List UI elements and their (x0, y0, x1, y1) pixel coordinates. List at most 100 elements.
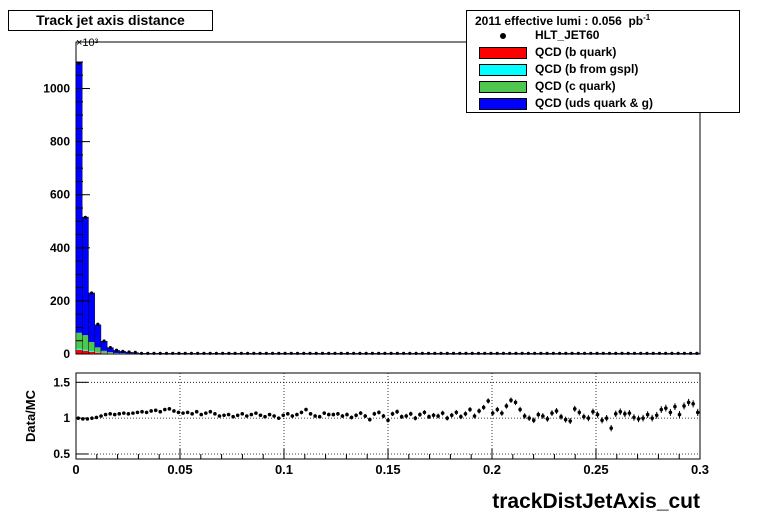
ratio-point-112 (587, 416, 591, 420)
x-tick-label-3: 0.15 (375, 462, 400, 477)
data-point-81 (583, 352, 586, 355)
bar-c-1 (82, 335, 88, 350)
data-point-50 (390, 352, 393, 355)
b-quark-swatch-icon (479, 47, 527, 59)
data-point-44 (352, 352, 355, 355)
data-point-27 (246, 352, 249, 355)
data-point-41 (333, 352, 336, 355)
top-y-tick-label-4: 800 (50, 135, 70, 149)
data-point-71 (521, 352, 524, 355)
data-point-91 (645, 352, 648, 355)
ratio-point-108 (568, 419, 572, 423)
ratio-point-69 (391, 412, 395, 416)
ratio-point-107 (564, 418, 568, 422)
bar-c-4 (101, 351, 107, 353)
data-point-78 (564, 352, 567, 355)
bar-uds-0 (76, 62, 82, 333)
ratio-point-93 (500, 411, 504, 415)
ratio-point-10 (122, 411, 126, 415)
ratio-point-101 (537, 413, 541, 417)
ratio-point-122 (632, 416, 636, 420)
data-point-73 (533, 352, 536, 355)
ratio-point-45 (281, 413, 285, 417)
ratio-point-25 (190, 412, 194, 416)
data-point-77 (558, 352, 561, 355)
data-point-21 (209, 352, 212, 355)
ratio-point-103 (546, 417, 550, 421)
ratio-point-136 (696, 411, 700, 415)
ratio-point-39 (254, 411, 258, 415)
data-point-14 (165, 352, 168, 355)
ratio-y-tick-label-1: 1 (63, 411, 70, 425)
bar-bgspl-3 (95, 352, 101, 353)
ratio-point-16 (149, 409, 153, 413)
legend-label-uds: QCD (uds quark & g) (535, 96, 653, 110)
ratio-point-77 (427, 415, 431, 419)
x-tick-label-0: 0 (72, 462, 79, 477)
data-point-75 (546, 352, 549, 355)
ratio-point-111 (582, 415, 586, 419)
bar-b-0 (76, 350, 82, 354)
data-point-64 (477, 352, 480, 355)
ratio-point-92 (496, 408, 500, 412)
ratio-point-36 (240, 412, 244, 416)
data-point-99 (695, 352, 698, 355)
legend-label-data: HLT_JET60 (535, 28, 599, 42)
ratio-point-113 (591, 410, 595, 414)
data-point-57 (433, 352, 436, 355)
bar-uds-2 (88, 293, 94, 342)
ratio-point-3 (90, 416, 94, 420)
ratio-point-30 (213, 412, 217, 416)
top-y-multiplier: ×10³ (76, 37, 99, 49)
data-point-65 (483, 352, 486, 355)
data-point-66 (489, 352, 492, 355)
ratio-point-99 (527, 416, 531, 420)
ratio-point-106 (559, 415, 563, 419)
legend-label-c: QCD (c quark) (535, 79, 616, 93)
ratio-point-41 (263, 415, 267, 419)
ratio-point-121 (628, 411, 632, 415)
bar-bgspl-0 (76, 349, 82, 350)
bar-uds-4 (101, 341, 107, 351)
ratio-point-43 (272, 414, 276, 418)
data-point-16 (177, 352, 180, 355)
ratio-point-89 (482, 406, 486, 410)
data-point-43 (346, 352, 349, 355)
ratio-point-71 (400, 415, 404, 419)
bar-c-5 (107, 352, 113, 353)
ratio-point-12 (131, 411, 135, 415)
bar-c-2 (88, 342, 94, 351)
ratio-point-29 (209, 410, 213, 414)
data-point-86 (614, 352, 617, 355)
ratio-point-85 (464, 412, 468, 416)
ratio-point-20 (168, 407, 172, 411)
uds-swatch-icon (479, 98, 527, 110)
ratio-point-22 (177, 411, 181, 415)
legend: 2011 effective lumi : 0.056 pb-1 HLT_JET… (466, 10, 740, 113)
ratio-point-38 (250, 413, 254, 417)
ratio-point-133 (682, 404, 686, 408)
x-axis-label: trackDistJetAxis_cut (492, 490, 700, 513)
bar-uds-3 (95, 325, 101, 348)
data-point-68 (502, 352, 505, 355)
ratio-y-axis-label: Data/MC (23, 389, 38, 442)
ratio-point-131 (673, 405, 677, 409)
ratio-point-18 (158, 410, 162, 414)
data-point-84 (602, 352, 605, 355)
ratio-y-tick-label-2: 1.5 (53, 375, 70, 389)
bar-c-6 (113, 353, 119, 354)
ratio-point-127 (655, 413, 659, 417)
data-point-54 (414, 352, 417, 355)
ratio-point-9 (117, 412, 121, 416)
ratio-point-128 (659, 408, 663, 412)
ratio-point-126 (650, 416, 654, 420)
ratio-point-72 (404, 414, 408, 418)
ratio-point-23 (181, 411, 185, 415)
top-y-tick-label-1: 200 (50, 294, 70, 308)
ratio-point-75 (418, 413, 422, 417)
data-point-8 (127, 350, 130, 353)
data-point-3 (96, 323, 99, 326)
ratio-point-109 (573, 407, 577, 411)
legend-header-text: 2011 effective lumi : 0.056 (475, 14, 622, 28)
